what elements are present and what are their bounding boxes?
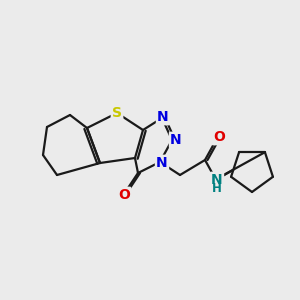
Text: N: N — [211, 173, 223, 187]
Text: O: O — [213, 130, 225, 144]
Text: O: O — [118, 188, 130, 202]
Text: S: S — [112, 106, 122, 120]
Text: H: H — [212, 182, 222, 196]
Text: N: N — [156, 156, 168, 170]
Text: N: N — [157, 110, 169, 124]
Text: N: N — [170, 133, 182, 147]
